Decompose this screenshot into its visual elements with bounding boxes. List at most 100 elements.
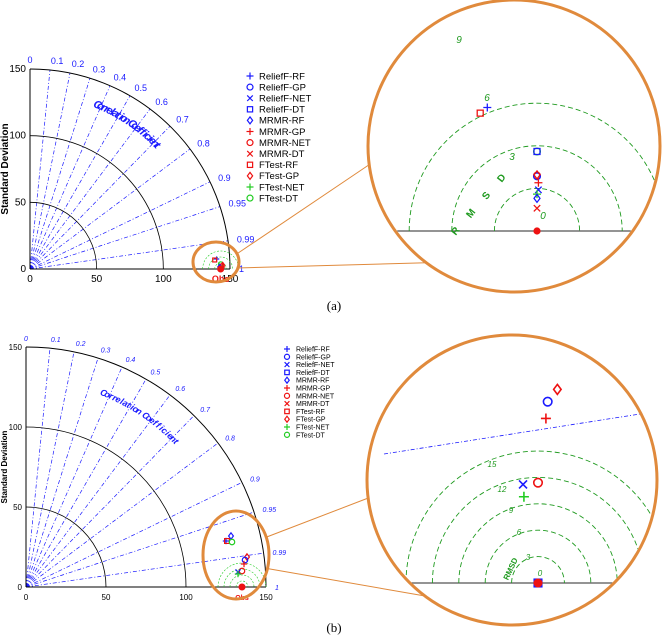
legend-label: FTest-GP [296, 417, 326, 424]
legend-marker [284, 424, 290, 430]
zoom-marker-p [533, 169, 541, 180]
correlation-label-char: a [110, 107, 121, 120]
legend-label: ReliefF-NET [296, 362, 335, 369]
zoom-contour-label: 9 [509, 506, 514, 515]
x-tick-label: 0 [27, 274, 33, 285]
correlation-ray [25, 348, 51, 588]
zoom-marker-d1 [496, 301, 504, 309]
zoom-contour-label: 0 [538, 569, 543, 578]
x-tick-label: 100 [179, 593, 193, 602]
std-arc [25, 506, 107, 588]
zoom-marker-c [532, 477, 544, 488]
zoom-marker-p [552, 383, 563, 396]
zoom-marker [533, 193, 541, 204]
zoom-connector [265, 496, 371, 538]
correlation-label-char: i [157, 423, 166, 433]
legend-marker-d2 [284, 400, 290, 407]
correlation-ray [29, 78, 91, 270]
y-tick-label: 100 [9, 131, 26, 142]
legend-marker-r [284, 408, 290, 415]
y-axis-label: Standard Deviation [0, 123, 11, 214]
zoom-rmsd-contour [451, 145, 623, 232]
zoom-marker-d2 [533, 204, 541, 212]
zoom-marker [483, 103, 492, 112]
zoom-marker [476, 109, 484, 117]
cluster-marker-b-c [241, 556, 249, 564]
correlation-tick-label: 0 [27, 55, 32, 65]
legend-marker-c [246, 139, 254, 147]
legend-marker-p [284, 376, 290, 385]
mini-rmsd-contour [235, 580, 249, 588]
std-arc [29, 201, 98, 270]
legend-marker-d2 [246, 150, 254, 157]
correlation-label-char: C [99, 387, 109, 399]
zoom-marker [533, 169, 541, 180]
zoom-marker [532, 477, 544, 488]
x-tick-label: 0 [24, 593, 29, 602]
correlation-tick-label: 0.7 [200, 407, 211, 414]
zoom-marker-r [476, 109, 484, 117]
legend-label: MRMR-DT [259, 149, 305, 160]
zoom-marker [542, 396, 553, 407]
legend-marker-p [284, 415, 290, 424]
highlight-ellipse [191, 240, 241, 284]
zoom-marker [534, 186, 543, 194]
legend-label: FTest-GP [259, 171, 299, 182]
correlation-label-char: r [99, 102, 109, 115]
zoom-marker-c [542, 396, 553, 407]
legend-marker [246, 72, 254, 80]
legend-marker [284, 408, 290, 415]
correlation-ray [25, 552, 264, 588]
legend-label: FTest-DT [296, 432, 326, 439]
correlation-label-char: c [159, 425, 169, 436]
legend-label: FTest-DT [259, 193, 298, 204]
correlation-tick-label: 1 [239, 264, 244, 274]
legend-label: FTest-NET [296, 424, 330, 431]
zoom-marker [533, 147, 541, 156]
legend-marker-d2 [284, 361, 290, 368]
y-tick-label: 0 [18, 583, 23, 592]
correlation-label-char: C [140, 410, 151, 422]
correlation-tick-label: 0 [24, 336, 28, 343]
panel-a: 0 0.1 0.20.30.40.50.60.70.80.90.950.991005… [0, 0, 662, 294]
correlation-ray [29, 108, 151, 270]
correlation-label-char: o [131, 403, 141, 415]
zoom-marker [540, 413, 551, 424]
zoom-circle [366, 0, 662, 294]
mini-rmsd-contour [214, 262, 227, 270]
legend-label: ReliefF-DT [259, 105, 305, 116]
correlation-ray [25, 394, 171, 588]
correlation-label-char: i [145, 133, 156, 145]
correlation-label-char: o [95, 100, 106, 114]
correlation-ray [29, 69, 51, 270]
legend-marker-c [246, 194, 254, 202]
legend-marker [284, 346, 290, 352]
y-tick-label: 100 [9, 423, 23, 432]
zoom-marker [518, 479, 528, 490]
correlation-tick-label: 0.9 [218, 173, 231, 183]
zoom-contour-label: 9 [456, 35, 462, 46]
legend-marker [246, 128, 254, 135]
correlation-ray [29, 125, 171, 270]
legend-marker [284, 385, 290, 391]
legend-marker [246, 150, 254, 157]
correlation-ray [25, 442, 219, 588]
zoom-connector [236, 262, 427, 269]
zoom-rmsd-contour [408, 102, 659, 232]
correlation-label-char: e [114, 394, 123, 405]
correlation-ray [25, 511, 255, 588]
cluster-marker-b-c [228, 538, 236, 546]
correlation-label-char: r [111, 392, 119, 403]
mini-rmsd-contour [202, 250, 239, 270]
panel-label-a: (a) [327, 298, 341, 313]
legend-label: ReliefF-GP [259, 82, 306, 93]
zoom-circle [365, 333, 659, 627]
panel-label-b: (b) [326, 620, 341, 635]
legend-label: MRMR-NET [259, 138, 311, 149]
legend-marker-r [284, 369, 290, 376]
zoom-connector [236, 163, 372, 255]
mini-rmsd-contour [229, 574, 255, 588]
zoom-marker [534, 178, 543, 187]
cluster-marker-b [240, 560, 248, 568]
correlation-tick-label: 0.5 [135, 83, 148, 93]
